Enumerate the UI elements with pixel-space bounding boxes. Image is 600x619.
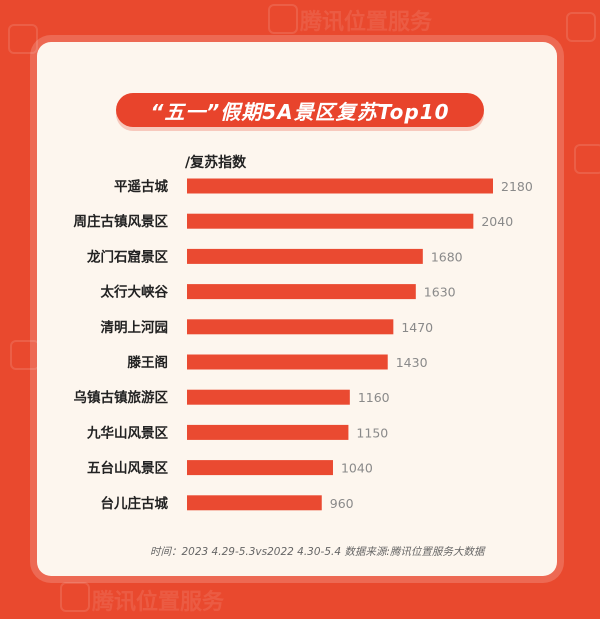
category-label: 太行大峡谷 — [101, 284, 169, 301]
category-label: 乌镇古镇旅游区 — [74, 389, 169, 406]
value-label: 1470 — [401, 320, 433, 335]
value-label: 1430 — [396, 355, 428, 370]
compass-logo-icon — [60, 582, 90, 612]
value-label: 1680 — [431, 249, 463, 264]
compass-logo-icon — [268, 4, 298, 34]
value-label: 960 — [330, 496, 354, 511]
value-label: 1630 — [424, 285, 456, 300]
bar — [187, 495, 322, 511]
category-label: 台儿庄古城 — [101, 495, 169, 512]
bar — [187, 354, 388, 370]
value-label: 2040 — [481, 214, 513, 229]
bar — [187, 213, 474, 229]
unit-label: /复苏指数 — [185, 155, 247, 171]
value-label: 1040 — [341, 461, 373, 476]
category-label: 九华山风景区 — [86, 424, 168, 441]
bar-chart: 平遥古城 2180 周庄古镇风景区 2040 龙门石窟景区 1680 太行大峡谷 1630 清明… — [74, 178, 533, 512]
value-label: 2180 — [501, 179, 533, 194]
bar — [187, 284, 416, 300]
category-label: 龙门石窟景区 — [86, 248, 168, 265]
category-label: 五台山风景区 — [87, 460, 168, 477]
compass-logo-icon — [574, 144, 600, 174]
bar — [187, 424, 349, 440]
bar — [187, 248, 423, 264]
compass-logo-icon — [10, 340, 40, 370]
chart-card: “五一”假期5A景区复苏Top10 /复苏指数 平遥古城 2180 周庄古镇风景区 2… — [37, 42, 557, 576]
bar — [187, 460, 333, 476]
compass-logo-icon — [566, 12, 596, 42]
compass-logo-icon — [8, 24, 38, 54]
category-label: 平遥古城 — [114, 178, 168, 195]
bar — [187, 319, 394, 335]
watermark-text: 腾讯位置服务 — [300, 10, 433, 35]
category-label: 清明上河园 — [101, 319, 169, 336]
watermark-text: 腾讯位置服务 — [92, 590, 225, 615]
chart-title: “五一”假期5A景区复苏Top10 — [116, 93, 484, 127]
category-label: 滕王阁 — [128, 354, 169, 371]
value-label: 1150 — [356, 425, 388, 440]
value-label: 1160 — [358, 390, 390, 405]
bar — [187, 178, 493, 194]
bar — [187, 389, 350, 405]
footnote: 时间：2023 4.29-5.3vs2022 4.30-5.4 数据来源:腾讯位… — [150, 546, 485, 558]
category-label: 周庄古镇风景区 — [74, 213, 169, 230]
